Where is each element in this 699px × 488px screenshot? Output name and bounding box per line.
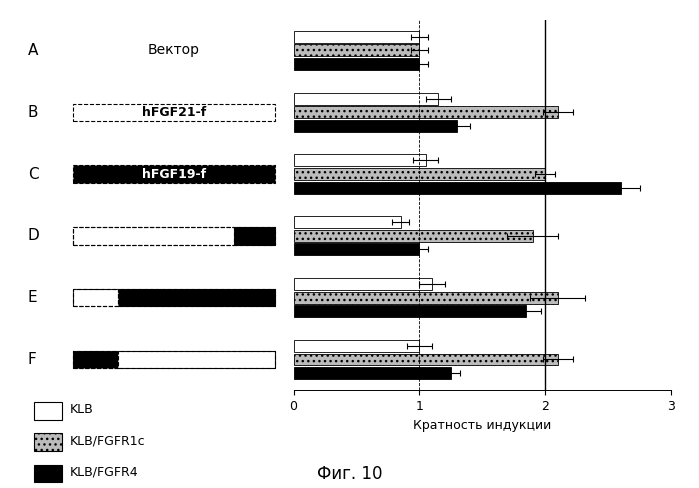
Text: KLB/FGFR1c: KLB/FGFR1c bbox=[70, 435, 145, 447]
Bar bbox=[34, 402, 62, 420]
Bar bbox=[294, 182, 621, 194]
Bar bbox=[73, 289, 117, 306]
Bar bbox=[294, 305, 526, 317]
Bar bbox=[73, 165, 275, 183]
Bar bbox=[294, 155, 426, 166]
Bar bbox=[294, 31, 419, 43]
Text: B: B bbox=[28, 105, 38, 120]
Bar bbox=[294, 292, 558, 304]
Text: hFGF19-f: hFGF19-f bbox=[142, 167, 206, 181]
Bar bbox=[294, 93, 438, 104]
Text: KLB/FGFR4: KLB/FGFR4 bbox=[70, 466, 138, 479]
Bar bbox=[294, 168, 545, 180]
Text: Фиг. 10: Фиг. 10 bbox=[317, 465, 382, 483]
Bar bbox=[294, 244, 419, 255]
X-axis label: Кратность индукции: Кратность индукции bbox=[413, 419, 552, 432]
Bar bbox=[294, 353, 558, 366]
Bar bbox=[294, 278, 432, 290]
Text: C: C bbox=[28, 166, 38, 182]
Bar bbox=[73, 103, 275, 121]
Bar bbox=[294, 216, 401, 228]
Bar bbox=[73, 351, 275, 368]
Text: A: A bbox=[28, 43, 38, 58]
Bar bbox=[73, 227, 234, 244]
Text: Вектор: Вектор bbox=[148, 43, 200, 58]
Bar bbox=[294, 120, 457, 132]
Bar bbox=[294, 44, 419, 57]
Bar bbox=[294, 106, 558, 118]
Bar bbox=[34, 433, 62, 451]
Text: KLB: KLB bbox=[70, 404, 94, 416]
Text: E: E bbox=[28, 290, 38, 305]
Bar bbox=[117, 351, 275, 368]
Bar bbox=[73, 351, 117, 368]
Bar bbox=[294, 340, 419, 352]
Text: hFGF21-f: hFGF21-f bbox=[142, 106, 206, 119]
Bar bbox=[294, 230, 533, 242]
Bar bbox=[234, 227, 275, 244]
Text: F: F bbox=[28, 352, 37, 367]
Bar bbox=[294, 367, 451, 379]
Bar bbox=[73, 227, 275, 244]
Bar bbox=[73, 289, 275, 306]
Bar bbox=[34, 465, 62, 482]
Bar bbox=[117, 289, 275, 306]
Text: D: D bbox=[28, 228, 40, 244]
Bar bbox=[294, 58, 419, 70]
